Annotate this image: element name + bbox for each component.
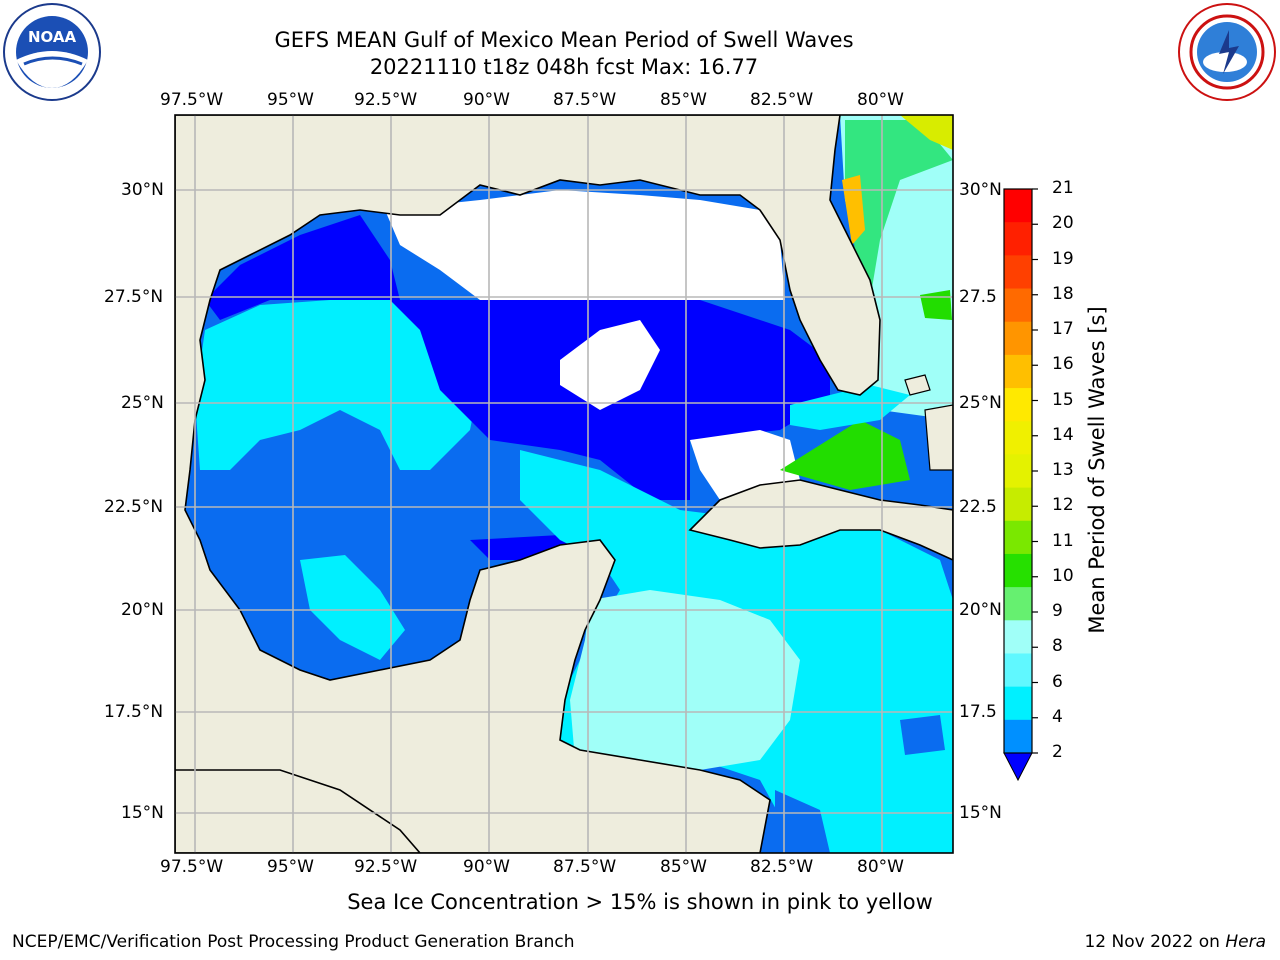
- colorbar-tick-label: 12: [1052, 495, 1074, 516]
- caribbean-light-cyan: [570, 590, 800, 775]
- lon-label-top: 90°W: [463, 90, 510, 110]
- colorbar-label: Mean Period of Swell Waves [s]: [1085, 306, 1109, 634]
- lon-label-bottom: 82.5°W: [750, 857, 814, 877]
- colorbar-tick-label: 20: [1052, 213, 1074, 234]
- colorbar-tick-label: 17: [1052, 319, 1074, 339]
- cuba-north-white: [690, 430, 800, 500]
- caribbean-east-blue-patch: [900, 715, 945, 755]
- lon-label-top: 87.5°W: [553, 90, 617, 110]
- colorbar-cell: [1004, 487, 1032, 522]
- colorbar-cell: [1004, 288, 1032, 323]
- noaa-logo-text: NOAA: [28, 28, 77, 46]
- colorbar-cell: [1004, 255, 1032, 290]
- colorbar-tick-label: 2: [1052, 742, 1063, 762]
- colorbar-cell: [1004, 520, 1032, 555]
- colorbar-cell: [1004, 321, 1032, 356]
- colorbar-tick-label: 6: [1052, 671, 1063, 692]
- colorbar-cell: [1004, 421, 1032, 455]
- northern-gulf-white: [385, 190, 785, 300]
- florida-straits-green: [780, 420, 910, 490]
- chart-subtitle: 20221110 t18z 048h fcst Max: 16.77: [369, 55, 759, 79]
- land-cuba: [688, 479, 953, 561]
- lon-label-bottom: 95°W: [267, 857, 314, 877]
- colorbar-cell: [1004, 222, 1032, 256]
- loop-region-white: [560, 320, 660, 410]
- lat-label-left: 20°N: [121, 600, 164, 620]
- colorbar-cell: [1004, 686, 1032, 721]
- lon-label-top: 85°W: [660, 90, 707, 110]
- footer-date-text: 12 Nov 2022 on: [1084, 932, 1226, 952]
- colorbar-tick-label: 10: [1052, 565, 1074, 586]
- colorbar-tick-label: 13: [1052, 460, 1074, 480]
- lon-label-bottom: 85°W: [660, 857, 707, 877]
- colorbar-cell: [1004, 719, 1032, 754]
- atlantic-orange-coast: [842, 175, 865, 245]
- colorbar-tick-label: 11: [1052, 530, 1074, 551]
- colorbar-tick-label: 8: [1052, 636, 1063, 657]
- land-bahamas: [904, 374, 931, 396]
- colorbar-extend-arrow: [1003, 752, 1033, 782]
- colorbar-tick-label: 16: [1052, 354, 1074, 375]
- nws-logo: [1178, 3, 1276, 101]
- colorbar-cell: [1004, 454, 1032, 489]
- footer-host: Hera: [1225, 932, 1266, 952]
- lat-label-right: 30°N: [959, 180, 1002, 200]
- colorbar-cell: [1004, 653, 1032, 688]
- chart-title: GEFS MEAN Gulf of Mexico Mean Period of …: [274, 28, 854, 52]
- atlantic-green: [845, 120, 953, 300]
- atlantic-yellow: [900, 115, 953, 150]
- sea-ice-note: Sea Ice Concentration > 15% is shown in …: [347, 890, 933, 914]
- florida-straits-cyan: [790, 385, 910, 430]
- western-caribbean-blue: [775, 790, 830, 853]
- colorbar-tick-label: 4: [1052, 706, 1063, 727]
- noaa-logo: NOAA: [3, 3, 101, 101]
- lon-label-top: 97.5°W: [160, 90, 224, 110]
- lat-label-left: 22.5°N: [104, 497, 164, 517]
- lat-label-left: 27.5°N: [104, 287, 164, 307]
- lat-label-left: 30°N: [121, 180, 164, 200]
- lon-label-bottom: 90°W: [463, 857, 510, 877]
- colorbar-cell: [1004, 553, 1032, 588]
- lat-label-right: 27.5: [959, 287, 997, 307]
- footer-date: 12 Nov 2022 on Hera: [1084, 932, 1266, 952]
- lon-label-bottom: 80°W: [857, 857, 904, 877]
- lat-label-right: 20°N: [959, 600, 1002, 620]
- lon-label-bottom: 92.5°W: [354, 857, 418, 877]
- western-gulf-cyan-region: [195, 300, 480, 470]
- lon-label-top: 92.5°W: [354, 90, 418, 110]
- colorbar-cell: [1004, 354, 1032, 389]
- lat-label-right: 22.5: [959, 497, 997, 517]
- colorbar-cell: [1004, 620, 1032, 654]
- colorbar-cell: [1004, 587, 1032, 621]
- northwest-gulf-blue: [205, 215, 400, 320]
- footer-credit: NCEP/EMC/Verification Post Processing Pr…: [12, 932, 575, 952]
- lat-label-right: 15°N: [959, 803, 1002, 823]
- colorbar-tick-label: 14: [1052, 424, 1074, 445]
- lon-label-bottom: 87.5°W: [553, 857, 617, 877]
- colorbar-tick-label: 18: [1052, 283, 1074, 304]
- lat-label-left: 15°N: [121, 803, 164, 823]
- colorbar-tick-label: 19: [1052, 248, 1074, 269]
- lat-label-right: 17.5: [959, 702, 997, 722]
- colorbar-tick-label: 15: [1052, 389, 1074, 410]
- lon-label-top: 80°W: [857, 90, 904, 110]
- colorbar-cell: [1004, 388, 1032, 422]
- lon-label-top: 82.5°W: [750, 90, 814, 110]
- lon-label-top: 95°W: [267, 90, 314, 110]
- colorbar-tick-label: 9: [1052, 601, 1063, 621]
- map-frame: [174, 114, 954, 854]
- lat-label-right: 25°N: [959, 393, 1002, 413]
- lat-label-left: 17.5°N: [104, 702, 164, 722]
- land-bahamas-2: [924, 404, 953, 471]
- gridlines: [175, 115, 953, 853]
- land-north-america: [175, 115, 881, 853]
- colorbar-tick-label: 21: [1052, 178, 1074, 198]
- lat-label-left: 25°N: [121, 393, 164, 413]
- southwest-gulf-cyan-patch: [300, 555, 405, 660]
- lon-label-bottom: 97.5°W: [160, 857, 224, 877]
- colorbar-cell: [1004, 189, 1032, 223]
